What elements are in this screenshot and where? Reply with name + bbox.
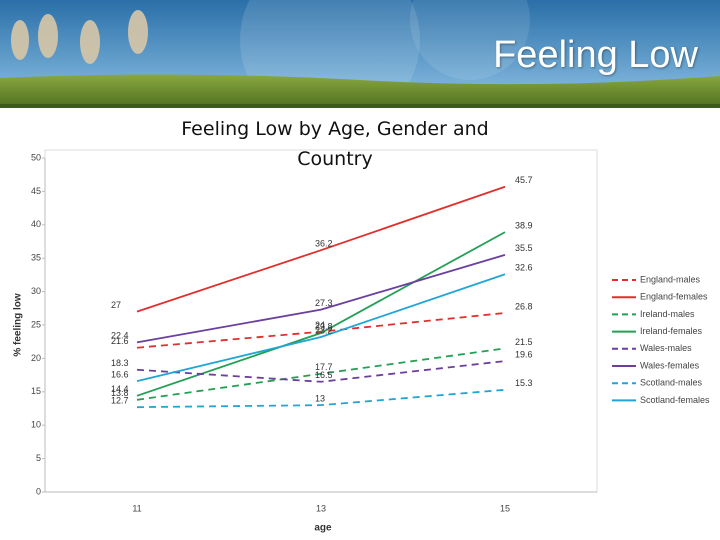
data-label: 21.5 bbox=[515, 337, 533, 347]
legend-label: Ireland-females bbox=[640, 326, 703, 336]
x-tick-label: 13 bbox=[316, 503, 326, 513]
y-tick-label: 40 bbox=[31, 219, 41, 229]
data-label: 16.6 bbox=[111, 369, 129, 379]
data-label: 21.6 bbox=[111, 336, 129, 346]
y-tick-label: 50 bbox=[31, 152, 41, 162]
series-line bbox=[136, 253, 506, 344]
data-label: 23.8 bbox=[315, 321, 333, 331]
series-line bbox=[136, 273, 506, 382]
legend-label: Scotland-males bbox=[640, 378, 703, 388]
data-label: 32.6 bbox=[515, 263, 533, 273]
series-line bbox=[136, 360, 506, 383]
legend-label: Wales-females bbox=[640, 360, 700, 370]
y-tick-label: 20 bbox=[31, 353, 41, 363]
y-axis-title: % feeling low bbox=[13, 293, 24, 357]
y-tick-label: 0 bbox=[36, 486, 41, 496]
legend-label: England-males bbox=[640, 274, 701, 284]
data-label: 23.2 bbox=[315, 325, 333, 335]
data-label: 36.2 bbox=[315, 239, 333, 249]
y-tick-label: 10 bbox=[31, 420, 41, 430]
y-tick-label: 45 bbox=[31, 186, 41, 196]
legend-label: England-females bbox=[640, 292, 708, 302]
legend-label: Wales-males bbox=[640, 343, 692, 353]
data-label: 38.9 bbox=[515, 221, 533, 231]
y-tick-label: 5 bbox=[36, 453, 41, 463]
series-line bbox=[136, 312, 506, 349]
x-axis-title: age bbox=[314, 523, 332, 534]
data-label: 13 bbox=[315, 394, 325, 404]
series-line bbox=[136, 347, 506, 401]
data-label: 27.3 bbox=[315, 298, 333, 308]
y-tick-label: 15 bbox=[31, 386, 41, 396]
series-line bbox=[136, 231, 506, 397]
series-line bbox=[136, 388, 506, 409]
data-label: 17.7 bbox=[315, 362, 333, 372]
data-label: 27 bbox=[111, 300, 121, 310]
y-tick-label: 30 bbox=[31, 286, 41, 296]
data-label: 22.4 bbox=[111, 331, 129, 341]
data-label: 35.5 bbox=[515, 243, 533, 253]
data-label: 14.4 bbox=[111, 384, 129, 394]
legend-label: Ireland-males bbox=[640, 309, 695, 319]
data-label: 18.3 bbox=[111, 358, 129, 368]
y-tick-label: 35 bbox=[31, 253, 41, 263]
y-tick-label: 25 bbox=[31, 319, 41, 329]
data-label: 45.7 bbox=[515, 175, 533, 185]
banner bbox=[0, 0, 720, 108]
slide-title: Feeling Low bbox=[493, 34, 698, 76]
data-label: 13.8 bbox=[111, 388, 129, 398]
legend-label: Scotland-females bbox=[640, 395, 710, 405]
data-label: 16.5 bbox=[315, 370, 333, 380]
data-label: 26.8 bbox=[515, 301, 533, 311]
chart-title: Feeling Low by Age, Gender and Country bbox=[181, 118, 489, 170]
series-line bbox=[136, 185, 506, 313]
data-label: 24 bbox=[315, 320, 325, 330]
data-label: 12.7 bbox=[111, 396, 129, 406]
x-tick-label: 15 bbox=[500, 503, 510, 513]
data-label: 19.6 bbox=[515, 349, 533, 359]
data-label: 15.3 bbox=[515, 378, 533, 388]
x-tick-label: 11 bbox=[132, 503, 141, 513]
